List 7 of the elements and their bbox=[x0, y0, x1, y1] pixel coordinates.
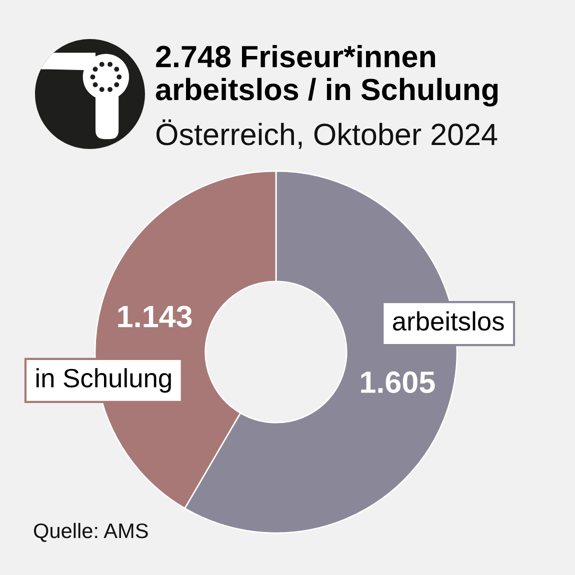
slice-label: in Schulung bbox=[36, 368, 171, 393]
chart-title: 2.748 Friseur*innen arbeitslos / in Schulung bbox=[156, 45, 498, 107]
chart-subtitle: Österreich, Oktober 2024 bbox=[156, 119, 498, 149]
slice-label: arbeitslos bbox=[392, 311, 504, 331]
data-label: 1.143 bbox=[118, 306, 192, 328]
source-note: Quelle: AMS bbox=[34, 522, 148, 542]
data-label: 1.605 bbox=[361, 371, 435, 394]
